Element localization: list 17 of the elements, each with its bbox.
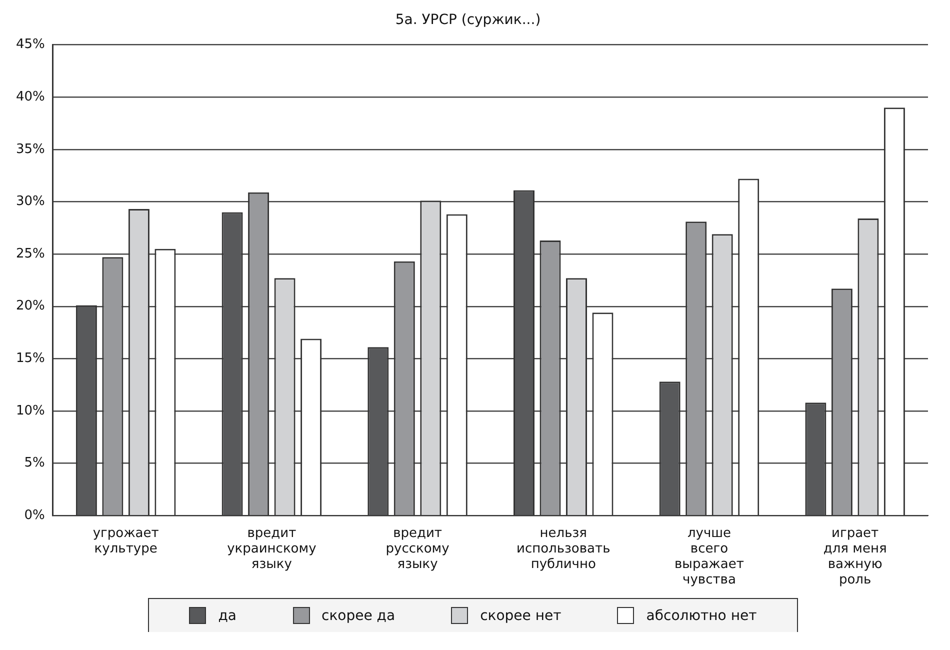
y-tick-label: 35% <box>16 142 45 157</box>
y-tick-label: 25% <box>16 246 45 262</box>
x-tick-label: играет для меня важную роль <box>823 526 887 588</box>
y-tick-label: 20% <box>16 298 45 314</box>
y-tick-label: 30% <box>16 194 45 210</box>
x-tick-label: вредит русскому языку <box>386 526 450 572</box>
x-tick-label: нельзя использовать публично <box>516 526 610 572</box>
chart-title: 5а. УРСР (суржик...) <box>395 12 541 28</box>
x-tick-label: лучше всего выражает чувства <box>674 526 744 588</box>
y-tick-label: 5% <box>24 456 45 471</box>
x-tick-label: угрожает культуре <box>92 526 160 556</box>
y-tick-label: 10% <box>16 403 45 418</box>
x-tick-label: вредит украинскому языку <box>227 526 317 572</box>
y-tick-label: 15% <box>16 351 45 366</box>
y-tick-label: 40% <box>16 89 45 104</box>
y-tick-label: 45% <box>16 37 45 52</box>
y-tick-label: 0% <box>24 508 45 523</box>
